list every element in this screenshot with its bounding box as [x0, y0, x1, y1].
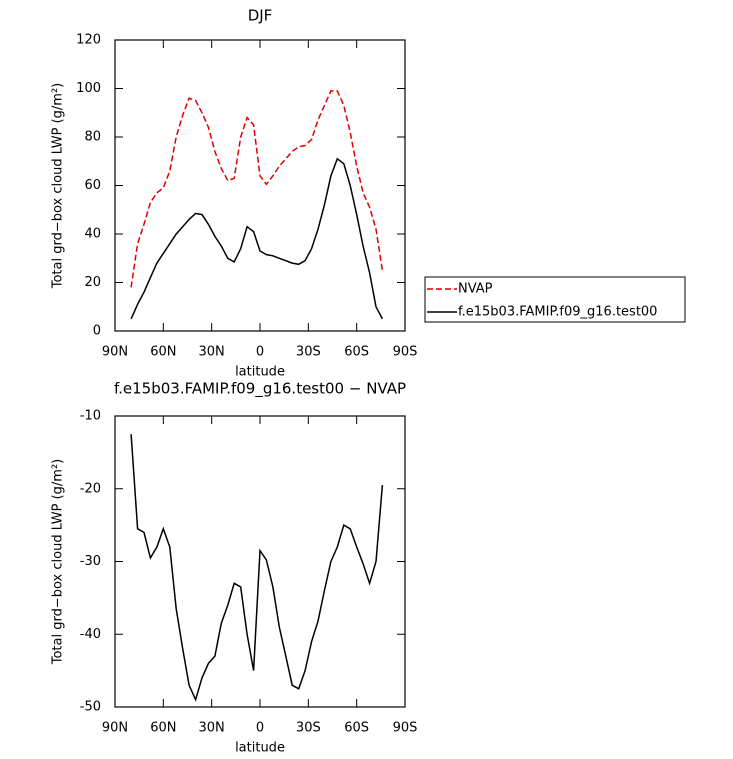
y-tick-label: -30	[80, 554, 101, 569]
x-axis-label: latitude	[235, 365, 285, 380]
data-line	[130, 434, 384, 702]
x-tick-label: 30N	[199, 345, 225, 360]
data-line	[130, 90, 384, 288]
x-tick-label: 0	[256, 345, 264, 360]
y-tick-label: 40	[84, 227, 101, 242]
chart-title: f.e15b03.FAMIP.f09_g16.test00 − NVAP	[114, 380, 406, 399]
y-axis-label: Total grd−box cloud LWP (g/m²)	[51, 83, 66, 290]
y-tick-label: 100	[76, 81, 101, 96]
x-tick-label: 60S	[344, 345, 369, 360]
y-tick-label: -20	[80, 481, 101, 496]
x-tick-label: 30N	[199, 721, 225, 736]
x-tick-label: 0	[256, 721, 264, 736]
y-tick-label: 60	[84, 178, 101, 193]
legend-box	[424, 276, 686, 323]
y-tick-label: -10	[80, 409, 101, 424]
legend-label: f.e15b03.FAMIP.f09_g16.test00	[458, 305, 657, 320]
x-tick-label: 30S	[296, 345, 321, 360]
y-tick-label: 80	[84, 130, 101, 145]
chart-title: DJF	[248, 7, 273, 25]
x-tick-label: 60S	[344, 721, 369, 736]
y-tick-label: 0	[93, 324, 101, 339]
plot-frame	[114, 415, 406, 708]
y-tick-label: -40	[80, 627, 101, 642]
x-tick-label: 60N	[150, 345, 176, 360]
data-line	[130, 157, 384, 320]
x-tick-label: 30S	[296, 721, 321, 736]
y-tick-label: 120	[76, 33, 101, 48]
plot-frame	[114, 39, 406, 332]
legend-label: NVAP	[458, 282, 493, 297]
x-tick-label: 90S	[393, 721, 418, 736]
x-tick-label: 90S	[393, 345, 418, 360]
y-tick-label: 20	[84, 275, 101, 290]
x-axis-label: latitude	[235, 741, 285, 756]
x-tick-label: 90N	[102, 721, 128, 736]
x-tick-label: 60N	[150, 721, 176, 736]
x-tick-label: 90N	[102, 345, 128, 360]
y-tick-label: -50	[80, 700, 101, 715]
y-axis-label: Total grd−box cloud LWP (g/m²)	[51, 459, 66, 666]
